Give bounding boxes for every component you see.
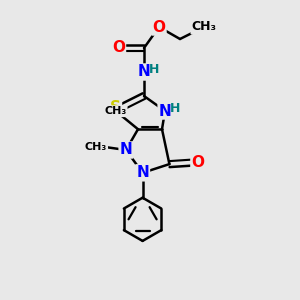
Text: CH₃: CH₃ (191, 20, 217, 34)
Text: N: N (138, 64, 150, 80)
Text: N: N (159, 103, 171, 118)
Text: N: N (120, 142, 132, 158)
Text: H: H (148, 63, 159, 76)
Text: S: S (110, 100, 121, 116)
Text: CH₃: CH₃ (104, 106, 127, 116)
Text: CH₃: CH₃ (85, 142, 107, 152)
Text: O: O (112, 40, 125, 56)
Text: O: O (191, 155, 204, 170)
Text: H: H (169, 102, 180, 115)
Text: O: O (152, 20, 166, 34)
Text: N: N (136, 165, 149, 180)
